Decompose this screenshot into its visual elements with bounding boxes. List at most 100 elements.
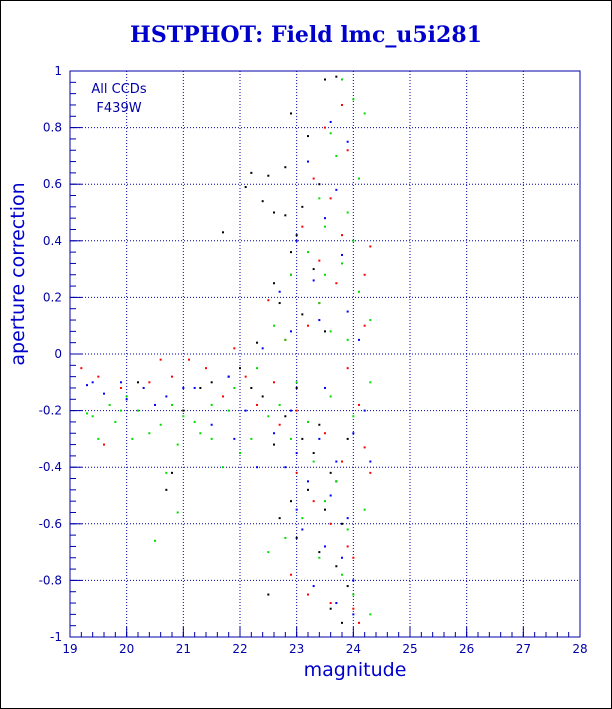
x-tick-label: 22 — [232, 642, 247, 656]
data-point — [284, 166, 287, 169]
data-point — [278, 302, 281, 305]
data-point — [358, 338, 360, 341]
x-tick-label: 20 — [119, 642, 134, 656]
data-point — [341, 78, 343, 81]
data-point — [352, 98, 355, 101]
data-point — [239, 452, 241, 455]
data-point — [307, 593, 309, 596]
data-point — [369, 460, 372, 463]
data-point — [346, 585, 349, 588]
data-point — [267, 299, 270, 302]
data-point — [324, 273, 326, 276]
data-point — [256, 367, 258, 370]
data-point — [97, 437, 100, 440]
data-point — [273, 324, 275, 327]
y-tick-label: 0.4 — [43, 234, 62, 248]
data-point — [307, 480, 309, 483]
data-point — [318, 259, 321, 262]
data-point — [222, 466, 224, 469]
chart-title: HSTPHOT: Field lmc_u5i281 — [130, 22, 482, 48]
data-point — [352, 556, 355, 559]
data-point — [346, 338, 349, 341]
data-point — [165, 471, 168, 474]
data-point — [341, 234, 343, 237]
data-point — [148, 381, 151, 384]
data-point — [137, 409, 139, 412]
data-point — [335, 602, 338, 605]
data-point — [120, 409, 122, 412]
data-point — [301, 528, 304, 531]
data-point — [352, 593, 355, 596]
data-point — [165, 488, 168, 491]
data-point — [125, 398, 128, 401]
data-point — [210, 437, 213, 440]
data-point — [114, 420, 117, 423]
data-point — [335, 565, 338, 568]
data-point — [324, 217, 326, 220]
y-axis-label: aperture correction — [7, 182, 29, 365]
data-point — [159, 358, 162, 361]
data-point — [346, 149, 349, 152]
data-point — [182, 386, 185, 389]
data-point — [295, 508, 298, 511]
data-point — [227, 409, 230, 412]
data-point — [284, 415, 287, 418]
data-point — [369, 471, 372, 474]
data-point — [318, 423, 321, 426]
x-tick-label: 26 — [459, 642, 474, 656]
data-point — [273, 443, 275, 446]
data-point — [250, 171, 253, 174]
data-point — [369, 381, 372, 384]
data-point — [301, 517, 304, 520]
data-point — [363, 508, 366, 511]
data-point — [335, 282, 338, 285]
data-point — [324, 545, 326, 548]
data-point — [301, 437, 304, 440]
data-point — [312, 452, 315, 455]
data-point — [369, 613, 372, 616]
data-point — [193, 386, 196, 389]
data-point — [205, 367, 207, 370]
data-point — [329, 395, 332, 398]
data-point — [256, 466, 258, 469]
y-tick-label: 0.6 — [43, 177, 62, 191]
x-tick-label: 24 — [346, 642, 361, 656]
y-tick-label: 0.8 — [43, 121, 62, 135]
data-point — [301, 313, 304, 316]
data-point — [358, 290, 360, 293]
x-tick-label: 25 — [402, 642, 417, 656]
data-point — [312, 177, 315, 180]
data-point — [346, 367, 349, 370]
data-point — [86, 412, 88, 415]
data-point — [120, 381, 122, 384]
data-point — [307, 324, 309, 327]
x-tick-label: 21 — [176, 642, 191, 656]
data-point — [324, 508, 326, 511]
data-point — [369, 319, 372, 322]
data-point — [188, 358, 190, 361]
data-point — [329, 494, 332, 497]
data-point — [318, 551, 321, 554]
data-point — [335, 480, 338, 483]
data-point — [120, 386, 122, 389]
data-point — [324, 330, 326, 333]
y-tick-label: 0.2 — [43, 290, 62, 304]
data-point — [267, 551, 270, 554]
data-point — [278, 403, 281, 406]
data-point — [358, 177, 360, 180]
data-point — [346, 437, 349, 440]
x-axis-label: magnitude — [304, 659, 407, 681]
data-point — [341, 460, 343, 463]
data-point — [307, 488, 309, 491]
data-point — [363, 446, 366, 449]
x-tick-label: 28 — [572, 642, 587, 656]
data-point — [329, 330, 332, 333]
data-point — [250, 386, 253, 389]
data-point — [318, 437, 321, 440]
data-point — [295, 471, 298, 474]
data-point — [273, 211, 275, 214]
data-point — [346, 211, 349, 214]
data-point — [108, 403, 111, 406]
